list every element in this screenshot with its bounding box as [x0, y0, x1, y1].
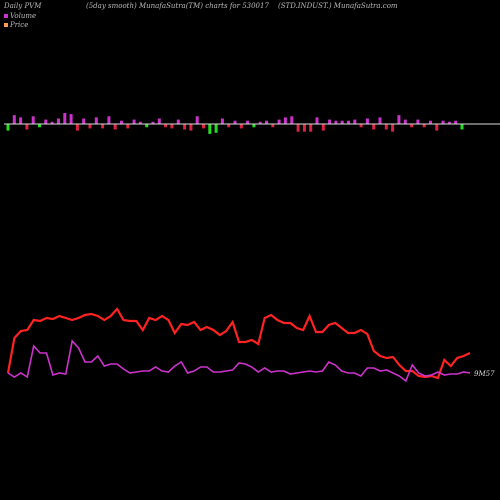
volume-bar	[340, 120, 344, 124]
volume-bar	[107, 116, 111, 124]
volume-bar	[460, 124, 464, 130]
volume-bar	[138, 121, 142, 124]
volume-bar	[365, 118, 369, 124]
volume-bar	[170, 124, 174, 129]
volume-bar	[429, 120, 432, 124]
volume-bar	[214, 124, 218, 133]
volume-bar	[397, 115, 401, 124]
volume-bar	[132, 119, 136, 124]
volume-bar	[151, 121, 155, 124]
volume-bar	[189, 124, 193, 131]
volume-bar	[69, 114, 73, 124]
legend: Volume Price	[4, 11, 36, 29]
volume-bar	[378, 117, 382, 124]
legend-item-volume: Volume	[4, 11, 36, 20]
volume-bar	[454, 120, 458, 124]
volume-bar	[50, 121, 54, 124]
legend-item-price: Price	[4, 20, 36, 29]
volume-bar	[101, 124, 105, 129]
volume-bar	[321, 124, 325, 131]
volume-bar	[145, 124, 149, 128]
volume-bar	[94, 117, 98, 124]
volume-bar	[353, 119, 357, 124]
volume-bar	[296, 124, 300, 132]
volume-bar	[44, 119, 48, 124]
legend-swatch-price	[4, 22, 8, 27]
volume-bar	[157, 118, 161, 124]
volume-bar	[290, 116, 294, 124]
volume-bar	[258, 121, 262, 124]
volume-bar	[384, 124, 388, 130]
volume-bar	[12, 115, 16, 124]
volume-bar	[347, 120, 350, 124]
volume-bar	[38, 124, 41, 128]
volume-bar	[126, 124, 130, 129]
volume-bar	[283, 117, 287, 124]
volume-bar	[75, 124, 79, 131]
volume-bar	[82, 118, 86, 124]
volume-bar	[422, 124, 426, 128]
volume-bar	[113, 124, 117, 130]
volume-bar	[334, 120, 338, 124]
legend-label-volume: Volume	[10, 11, 37, 20]
volume-bar	[195, 116, 199, 124]
volume-bar	[233, 120, 237, 124]
volume-bar	[220, 118, 224, 124]
volume-bar	[302, 124, 306, 132]
volume-bar	[25, 124, 29, 130]
volume-bar	[328, 119, 332, 124]
volume-bar	[6, 124, 10, 131]
volume-bar	[88, 124, 92, 129]
volume-bar	[410, 124, 414, 128]
volume-bar	[441, 120, 445, 124]
volume-bar	[56, 118, 60, 124]
volume-bar	[416, 119, 420, 124]
volume-bar	[19, 117, 23, 124]
volume-bar	[271, 124, 275, 128]
legend-label-price: Price	[10, 20, 29, 29]
volume-bar	[315, 117, 319, 124]
volume-bar	[227, 124, 231, 128]
price-line	[6, 307, 471, 380]
volume-bars	[6, 113, 464, 134]
volume-bar	[120, 120, 123, 124]
volume-bar	[277, 119, 281, 124]
volume-bar	[63, 113, 67, 124]
volume-bar	[359, 124, 363, 128]
volume-bar	[164, 124, 168, 128]
volume-bar	[435, 124, 439, 131]
volume-bar	[447, 121, 451, 124]
chart-header-right: (STD.INDUST.) MunafaSutra.com	[278, 2, 398, 10]
volume-bar	[208, 124, 212, 134]
volume-bar	[202, 124, 205, 129]
chart-header-middle: (5day smooth) MunafaSutra(TM) charts for…	[86, 2, 269, 10]
volume-bar	[403, 119, 407, 124]
volume-bar	[246, 120, 250, 124]
volume-bar	[31, 116, 35, 124]
volume-bar	[176, 119, 180, 124]
volume-bar	[239, 124, 243, 129]
legend-swatch-volume	[4, 13, 8, 18]
volume-bar	[183, 124, 187, 130]
volume-bar	[309, 124, 313, 132]
chart-header-left: Daily PVM	[4, 2, 42, 10]
pvm-line	[7, 339, 471, 383]
volume-bar	[252, 124, 256, 128]
volume-bar	[265, 120, 268, 124]
volume-bar	[391, 124, 395, 132]
volume-bar	[372, 124, 376, 130]
end-value-label: 9M57	[474, 370, 495, 378]
